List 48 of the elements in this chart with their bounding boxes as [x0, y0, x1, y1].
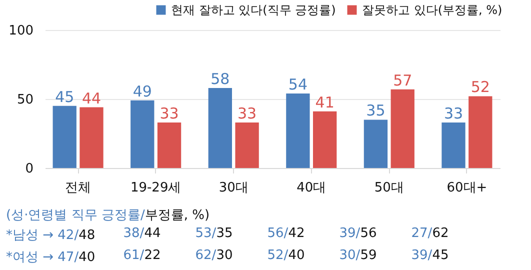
- text: 39/45: [411, 248, 449, 263]
- legend-label: 잘못하고 있다(부정률, %): [362, 3, 502, 17]
- bar: [468, 96, 492, 168]
- text: *여성 → 47/40: [6, 250, 96, 265]
- text: *남성 → 42/48: [6, 228, 96, 243]
- bar: [130, 100, 154, 168]
- text: 53/35: [195, 226, 233, 241]
- data-label: 49: [132, 82, 152, 100]
- x-tick-label: 19-29세: [130, 180, 182, 196]
- bar: [80, 107, 104, 168]
- text: 61/22: [123, 248, 161, 263]
- bar: [442, 122, 466, 168]
- data-label: 57: [393, 71, 412, 90]
- data-label: 33: [444, 104, 464, 122]
- y-tick-label: 50: [16, 92, 34, 108]
- bar: [390, 89, 414, 168]
- bar: [364, 120, 388, 168]
- data-label: 33: [238, 104, 257, 122]
- bar: [313, 111, 337, 168]
- text: 52/40: [267, 248, 305, 263]
- x-tick-label: 60대+: [446, 180, 488, 196]
- bar: [157, 122, 182, 168]
- x-tick-label: 전체: [65, 180, 92, 196]
- text: 62/30: [195, 248, 233, 263]
- data-label: 33: [160, 104, 179, 122]
- bar: [208, 88, 232, 168]
- y-tick-label: 100: [8, 24, 34, 38]
- text: 56/42: [267, 226, 305, 241]
- text: 30/59: [339, 248, 377, 263]
- bar: [286, 93, 310, 168]
- data-label: 35: [366, 102, 386, 120]
- data-label: 58: [210, 70, 230, 88]
- text: 27/62: [411, 226, 449, 241]
- bar: [52, 106, 76, 168]
- data-label: 52: [470, 78, 490, 96]
- data-label: 41: [315, 93, 334, 112]
- data-label: 44: [82, 89, 102, 108]
- text: (성·연령별 직무 긍정률/부정률, %): [6, 208, 210, 223]
- text: 39/56: [339, 226, 377, 241]
- data-label: 45: [55, 88, 74, 106]
- data-label: 54: [288, 75, 308, 94]
- x-tick-label: 30대: [218, 180, 248, 196]
- legend-label: 현재 잘하고 있다(직무 긍정률): [171, 3, 336, 17]
- x-tick-label: 40대: [296, 180, 326, 196]
- bar: [235, 122, 259, 168]
- text: 38/44: [123, 226, 161, 241]
- x-tick-label: 50대: [374, 180, 404, 196]
- y-tick-label: 0: [25, 162, 34, 176]
